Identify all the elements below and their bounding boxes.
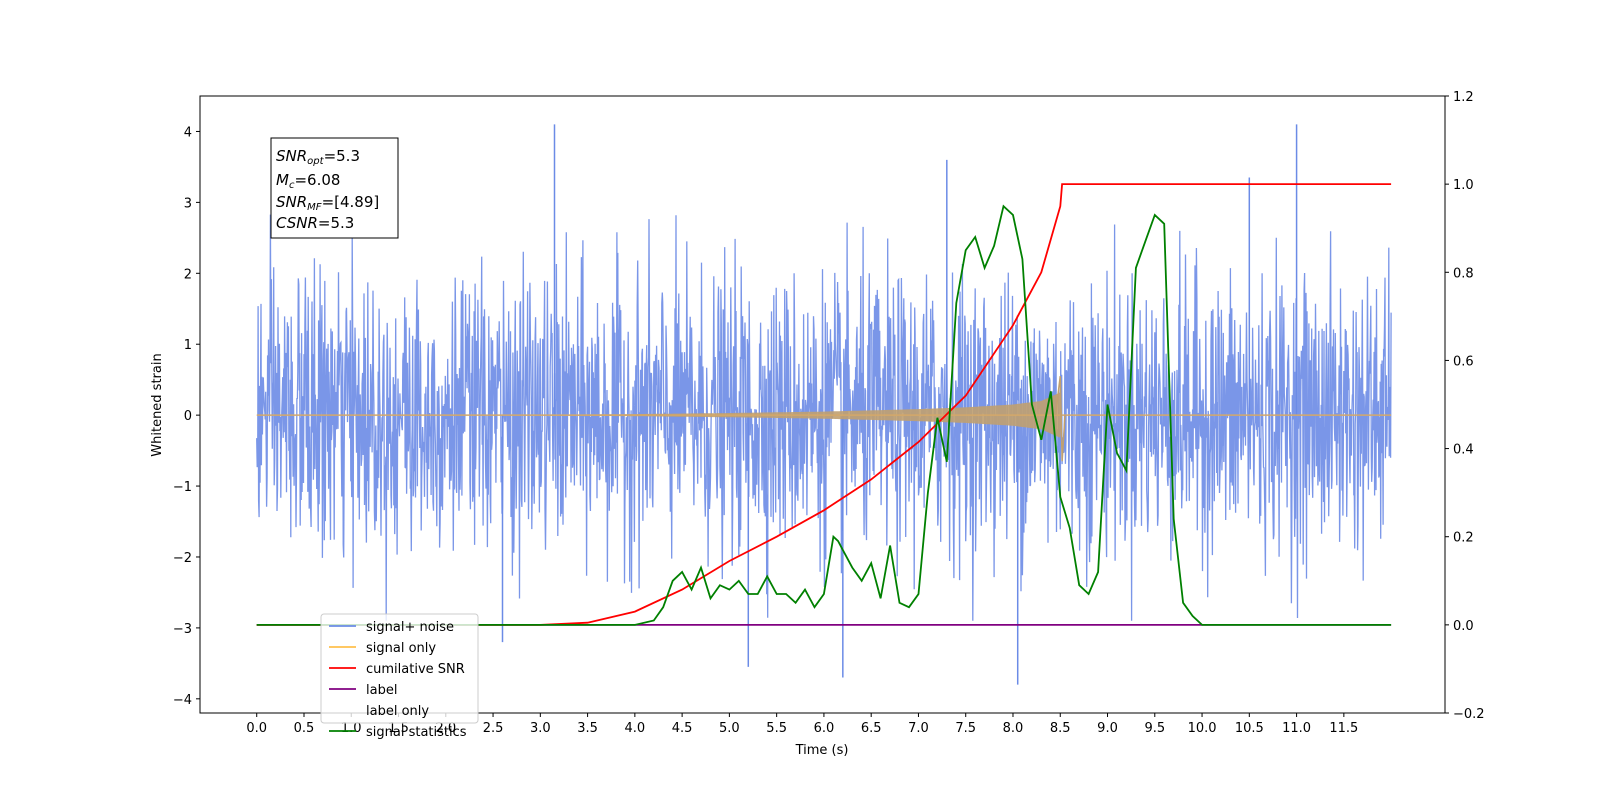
- legend-label: signal statistics: [366, 725, 467, 740]
- x-tick-label: 10.5: [1235, 721, 1264, 736]
- x-tick-label: 6.0: [814, 721, 835, 736]
- x-tick-label: 10.0: [1188, 721, 1217, 736]
- y-left-tick-label: −4: [173, 693, 192, 708]
- plot-area: [256, 124, 1392, 685]
- x-axis-label: Time (s): [795, 743, 849, 758]
- y-left-tick-label: −1: [173, 480, 192, 495]
- series-signal-noise: [256, 214, 1392, 621]
- x-tick-label: 9.5: [1144, 721, 1165, 736]
- y-right-tick-label: 0.6: [1453, 354, 1474, 369]
- y-axis-label: Whitened strain: [150, 353, 165, 456]
- x-tick-label: 7.0: [908, 721, 929, 736]
- x-tick-label: 2.0: [435, 721, 456, 736]
- x-tick-label: 11.5: [1329, 721, 1358, 736]
- x-tick-label: 4.0: [625, 721, 646, 736]
- y-left-tick-label: −3: [173, 622, 192, 637]
- y-left-tick-label: 3: [184, 196, 192, 211]
- x-tick-label: 8.0: [1003, 721, 1024, 736]
- x-tick-label: 3.0: [530, 721, 551, 736]
- annotation-snr-mf: SNRMF=[4.89]: [276, 193, 379, 213]
- x-tick-label: 1.0: [341, 721, 362, 736]
- y-right-tick-label: 0.4: [1453, 443, 1474, 458]
- y-right-tick-label: 0.0: [1453, 619, 1474, 634]
- y-right-tick-label: 1.2: [1453, 90, 1474, 105]
- x-tick-label: 0.5: [294, 721, 315, 736]
- signal-only-merger: [1054, 376, 1066, 462]
- y-right-tick-label: 0.8: [1453, 266, 1474, 281]
- axes-frame: [199, 95, 1446, 714]
- x-tick-label: 7.5: [955, 721, 976, 736]
- x-tick-label: 11.0: [1282, 721, 1311, 736]
- x-tick-label: 6.5: [861, 721, 882, 736]
- legend: signal+ noise signal only cumilative SNR la…: [320, 613, 479, 740]
- x-tick-label: 9.0: [1097, 721, 1118, 736]
- y-right-tick-label: 1.0: [1453, 178, 1474, 193]
- y-left-tick-label: 2: [184, 267, 192, 282]
- annotation-mc: Mc=6.08: [276, 171, 340, 191]
- annotation-snr-opt: SNRopt=5.3: [276, 147, 360, 167]
- series-signal-statistics: [256, 204, 1392, 626]
- y-right-tick-label: −0.2: [1453, 707, 1485, 722]
- y-left-tick-label: 4: [184, 125, 192, 140]
- x-tick-label: 1.5: [388, 721, 409, 736]
- legend-label: label: [366, 683, 397, 698]
- x-tick-label: 2.5: [483, 721, 504, 736]
- y-left-tick-label: 1: [184, 338, 192, 353]
- x-tick-label: 8.5: [1050, 721, 1071, 736]
- legend-label: signal only: [366, 641, 436, 656]
- annotation-box: SNRopt=5.3 Mc=6.08 SNRMF=[4.89] CSNR=5.3: [270, 137, 399, 239]
- y-right-tick-label: 0.2: [1453, 531, 1474, 546]
- series-cumulative-snr: [256, 183, 1392, 626]
- ticks: 0.0 0.5 1.0 1.5 2.0 2.5 3.0 3.5 4.0 4.5 5.0 5.5 6.0 6…: [173, 90, 1485, 736]
- annotation-csnr: CSNR=5.3: [276, 214, 354, 232]
- legend-label: cumilative SNR: [366, 662, 465, 677]
- x-tick-label: 4.5: [672, 721, 693, 736]
- x-tick-label: 3.5: [577, 721, 598, 736]
- y-left-tick-label: −2: [173, 551, 192, 566]
- x-tick-label: 5.5: [766, 721, 787, 736]
- y-left-tick-label: 0: [184, 409, 192, 424]
- x-tick-label: 0.0: [246, 721, 267, 736]
- x-tick-label: 5.0: [719, 721, 740, 736]
- legend-label: label only: [366, 704, 429, 719]
- legend-label: signal+ noise: [366, 620, 454, 635]
